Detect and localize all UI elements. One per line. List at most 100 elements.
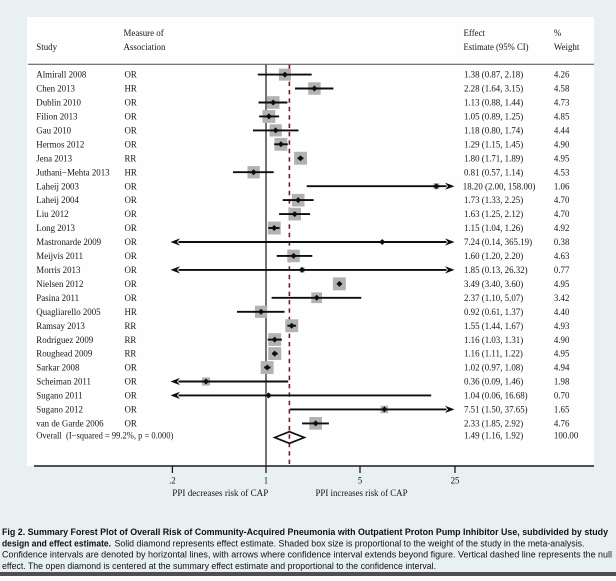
svg-text:Gau 2010: Gau 2010 xyxy=(36,126,71,136)
svg-text:PPI decreases risk of CAP: PPI decreases risk of CAP xyxy=(172,488,268,498)
svg-text:7.51 (1.50, 37.65): 7.51 (1.50, 37.65) xyxy=(464,405,528,415)
svg-text:Mastronarde 2009: Mastronarde 2009 xyxy=(36,237,101,247)
svg-text:design and effect estimate.: design and effect estimate. xyxy=(2,538,111,548)
svg-text:0.70: 0.70 xyxy=(554,391,570,401)
svg-text:1.38 (0.87, 2.18): 1.38 (0.87, 2.18) xyxy=(464,70,523,80)
svg-text:1.05 (0.89, 1.25): 1.05 (0.89, 1.25) xyxy=(464,112,523,122)
svg-text:OR: OR xyxy=(125,279,137,289)
svg-text:0.36 (0.09, 1.46): 0.36 (0.09, 1.46) xyxy=(464,377,523,387)
svg-text:4.95: 4.95 xyxy=(554,279,570,289)
svg-text:RR: RR xyxy=(125,335,137,345)
svg-text:OR: OR xyxy=(125,377,137,387)
svg-text:OR: OR xyxy=(125,265,137,275)
svg-text:1: 1 xyxy=(264,476,268,486)
svg-text:2.28 (1.64, 3.15): 2.28 (1.64, 3.15) xyxy=(464,84,523,94)
svg-text:4.94: 4.94 xyxy=(554,363,570,373)
svg-text:2.33 (1.85, 2.92): 2.33 (1.85, 2.92) xyxy=(464,419,523,429)
svg-text:1.13 (0.88, 1.44): 1.13 (0.88, 1.44) xyxy=(464,98,523,108)
svg-text:3.49 (3.40, 3.60): 3.49 (3.40, 3.60) xyxy=(464,279,523,289)
svg-text:Laheij 2003: Laheij 2003 xyxy=(36,181,79,191)
svg-text:OR: OR xyxy=(125,237,137,247)
svg-text:1.29 (1.15, 1.45): 1.29 (1.15, 1.45) xyxy=(464,139,523,149)
svg-text:4.90: 4.90 xyxy=(554,335,570,345)
svg-text:4.58: 4.58 xyxy=(554,84,570,94)
svg-text:HR: HR xyxy=(125,84,137,94)
svg-text:4.53: 4.53 xyxy=(554,167,570,177)
svg-text:RR: RR xyxy=(125,153,137,163)
svg-text:.2: .2 xyxy=(169,476,176,486)
svg-text:1.15 (1.04, 1.26): 1.15 (1.04, 1.26) xyxy=(464,223,523,233)
svg-text:effect. The open diamond is ce: effect. The open diamond is centered at … xyxy=(2,561,436,571)
svg-text:Long 2013: Long 2013 xyxy=(36,223,75,233)
svg-text:Hermos 2012: Hermos 2012 xyxy=(36,139,84,149)
svg-text:0.81 (0.57, 1.14): 0.81 (0.57, 1.14) xyxy=(464,167,523,177)
svg-text:25: 25 xyxy=(451,476,460,486)
svg-text:18.20 (2.00, 158.00): 18.20 (2.00, 158.00) xyxy=(463,181,536,191)
svg-text:4.26: 4.26 xyxy=(554,70,570,80)
svg-text:Rodriguez 2009: Rodriguez 2009 xyxy=(36,335,94,345)
svg-text:OR: OR xyxy=(125,70,137,80)
svg-text:1.06: 1.06 xyxy=(554,181,570,191)
svg-text:1.63 (1.25, 2.12): 1.63 (1.25, 2.12) xyxy=(464,209,523,219)
svg-text:1.16 (1.03, 1.31): 1.16 (1.03, 1.31) xyxy=(464,335,523,345)
svg-text:Sarkar 2008: Sarkar 2008 xyxy=(36,363,80,373)
svg-text:1.80 (1.71, 1.89): 1.80 (1.71, 1.89) xyxy=(464,153,523,163)
svg-text:4.85: 4.85 xyxy=(554,112,570,122)
svg-text:Liu 2012: Liu 2012 xyxy=(36,209,68,219)
svg-text:van de Garde 2006: van de Garde 2006 xyxy=(36,419,104,429)
svg-text:4.92: 4.92 xyxy=(554,223,570,233)
svg-text:1.65: 1.65 xyxy=(554,405,570,415)
svg-text:OR: OR xyxy=(125,181,137,191)
svg-text:OR: OR xyxy=(125,98,137,108)
svg-text:1.49 (1.16, 1.92): 1.49 (1.16, 1.92) xyxy=(464,431,523,441)
svg-text:Overall (I−squared = 99.2%, p: Overall (I−squared = 99.2%, p = 0.000) xyxy=(36,431,173,441)
svg-text:OR: OR xyxy=(125,419,137,429)
svg-text:Estimate (95% CI): Estimate (95% CI) xyxy=(464,42,529,52)
svg-text:Weight: Weight xyxy=(554,42,580,52)
svg-text:RR: RR xyxy=(125,321,137,331)
svg-text:4.70: 4.70 xyxy=(554,195,570,205)
svg-text:1.16 (1.11, 1.22): 1.16 (1.11, 1.22) xyxy=(464,349,523,359)
svg-text:Roughead 2009: Roughead 2009 xyxy=(36,349,93,359)
svg-text:Almirall 2008: Almirall 2008 xyxy=(36,70,87,80)
svg-text:1.60 (1.20, 2.20): 1.60 (1.20, 2.20) xyxy=(464,251,523,261)
svg-text:Filion 2013: Filion 2013 xyxy=(36,112,78,122)
svg-text:Effect: Effect xyxy=(464,28,486,38)
svg-text:7.24 (0.14, 365.19): 7.24 (0.14, 365.19) xyxy=(464,237,532,247)
svg-text:OR: OR xyxy=(125,112,137,122)
svg-text:Sugano 2011: Sugano 2011 xyxy=(36,391,82,401)
svg-text:4.90: 4.90 xyxy=(554,139,570,149)
svg-text:Scheiman 2011: Scheiman 2011 xyxy=(36,377,91,387)
svg-text:OR: OR xyxy=(125,139,137,149)
svg-text:1.98: 1.98 xyxy=(554,377,570,387)
svg-text:5: 5 xyxy=(358,476,363,486)
svg-text:4.76: 4.76 xyxy=(554,419,570,429)
svg-text:Jena 2013: Jena 2013 xyxy=(36,153,72,163)
svg-text:4.93: 4.93 xyxy=(554,321,570,331)
svg-text:RR: RR xyxy=(125,349,137,359)
svg-text:4.44: 4.44 xyxy=(554,126,570,136)
svg-text:HR: HR xyxy=(125,167,137,177)
svg-text:4.40: 4.40 xyxy=(554,307,570,317)
svg-text:0.38: 0.38 xyxy=(554,237,570,247)
svg-text:0.92 (0.61, 1.37): 0.92 (0.61, 1.37) xyxy=(464,307,523,317)
svg-text:4.95: 4.95 xyxy=(554,153,570,163)
svg-text:Solid diamond represents effec: Solid diamond represents effect estimate… xyxy=(115,538,585,548)
svg-text:Confidence intervals are denot: Confidence intervals are denoted by hori… xyxy=(2,550,612,560)
svg-text:OR: OR xyxy=(125,251,137,261)
svg-text:1.18 (0.80, 1.74): 1.18 (0.80, 1.74) xyxy=(464,126,523,136)
svg-text:4.95: 4.95 xyxy=(554,349,570,359)
svg-text:1.85 (0.13, 26.32): 1.85 (0.13, 26.32) xyxy=(464,265,528,275)
svg-text:OR: OR xyxy=(125,195,137,205)
svg-text:%: % xyxy=(554,28,562,38)
svg-text:OR: OR xyxy=(125,363,137,373)
svg-text:OR: OR xyxy=(125,391,137,401)
svg-text:4.73: 4.73 xyxy=(554,98,570,108)
svg-text:Chen 2013: Chen 2013 xyxy=(36,84,75,94)
svg-text:4.63: 4.63 xyxy=(554,251,570,261)
svg-text:Sugano 2012: Sugano 2012 xyxy=(36,405,83,415)
svg-text:OR: OR xyxy=(125,223,137,233)
svg-text:Laheij 2004: Laheij 2004 xyxy=(36,195,79,205)
svg-text:Association: Association xyxy=(124,42,166,52)
svg-text:Fig 2. Summary Forest Plot of: Fig 2. Summary Forest Plot of Overall Ri… xyxy=(2,527,608,537)
